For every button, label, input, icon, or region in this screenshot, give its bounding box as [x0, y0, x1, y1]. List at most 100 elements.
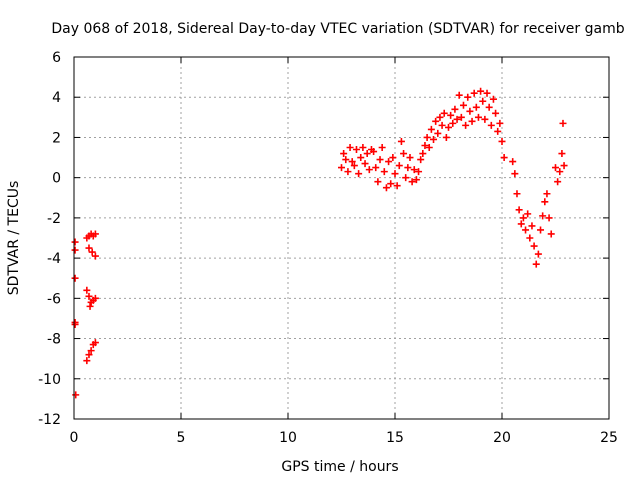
- data-point: [406, 154, 414, 162]
- data-point: [85, 292, 93, 300]
- data-point: [468, 117, 476, 125]
- grid-lines: [74, 57, 609, 419]
- data-point: [472, 103, 480, 111]
- data-point: [432, 117, 440, 125]
- data-point: [532, 260, 540, 268]
- x-tick-label: 0: [70, 430, 79, 446]
- data-point: [440, 109, 448, 117]
- x-tick-label: 25: [600, 430, 618, 446]
- x-axis-title: GPS time / hours: [281, 459, 398, 475]
- data-point: [547, 230, 555, 238]
- data-point: [348, 158, 356, 166]
- y-tick-label: -10: [38, 372, 61, 388]
- data-point: [71, 246, 79, 254]
- data-point: [378, 144, 386, 151]
- y-tick-label: -6: [47, 291, 61, 307]
- data-point: [545, 214, 553, 222]
- data-point: [449, 119, 457, 127]
- data-point: [410, 166, 418, 174]
- y-tick-label: 2: [52, 130, 61, 146]
- data-point: [419, 150, 427, 158]
- data-point: [519, 214, 527, 222]
- data-point: [464, 93, 472, 101]
- x-tick-label: 15: [386, 430, 404, 446]
- data-point: [509, 158, 517, 166]
- data-point: [517, 220, 525, 228]
- data-point: [71, 320, 79, 328]
- data-point: [474, 113, 482, 121]
- x-tick-label: 5: [177, 430, 186, 446]
- data-point: [543, 190, 551, 198]
- data-point: [451, 105, 459, 113]
- data-point: [417, 156, 425, 164]
- y-tick-label: -8: [47, 332, 61, 348]
- data-point: [370, 148, 378, 156]
- data-point: [355, 170, 363, 178]
- data-point: [492, 109, 500, 117]
- data-point: [559, 119, 567, 127]
- data-point: [524, 210, 532, 218]
- data-point: [528, 222, 536, 230]
- data-point: [387, 180, 395, 188]
- data-point: [466, 107, 474, 115]
- plot-frame: [73, 56, 610, 420]
- data-point: [526, 234, 534, 242]
- data-point: [453, 115, 461, 123]
- data-point: [500, 154, 508, 162]
- data-point: [342, 156, 350, 164]
- data-point: [350, 162, 358, 170]
- y-tick-label: -4: [47, 251, 61, 267]
- data-point: [340, 150, 348, 158]
- data-point: [365, 166, 373, 174]
- data-point: [494, 127, 502, 135]
- data-point: [434, 129, 442, 137]
- data-point: [88, 248, 96, 256]
- data-point: [408, 178, 416, 186]
- data-point: [391, 170, 399, 178]
- data-point: [372, 164, 380, 172]
- y-tick-label: 0: [52, 171, 61, 187]
- data-point: [72, 391, 80, 399]
- data-point: [522, 226, 530, 234]
- data-point: [539, 212, 547, 220]
- data-point: [511, 170, 519, 178]
- data-point: [459, 101, 467, 109]
- data-point: [470, 89, 478, 97]
- tick-labels: 0 5 10 15 20 25 -12 -10 -8 -6 -4 -2 0 2 4 6: [38, 50, 618, 446]
- data-point: [71, 274, 79, 282]
- data-point: [556, 168, 564, 176]
- data-point: [85, 351, 93, 359]
- data-point: [380, 168, 388, 176]
- data-point: [376, 156, 384, 164]
- data-points: [71, 87, 568, 399]
- data-point: [85, 244, 93, 252]
- data-point: [361, 160, 369, 168]
- data-point: [357, 154, 365, 162]
- data-point: [415, 168, 423, 176]
- data-point: [338, 164, 345, 172]
- data-point: [393, 182, 401, 190]
- y-tick-label: -12: [38, 412, 61, 428]
- data-point: [352, 146, 360, 154]
- data-point: [344, 168, 352, 176]
- data-point: [397, 137, 405, 145]
- data-point: [395, 162, 403, 170]
- data-point: [530, 242, 538, 250]
- x-tick-label: 10: [279, 430, 297, 446]
- data-point: [552, 164, 559, 172]
- data-point: [537, 226, 545, 234]
- data-point: [71, 238, 79, 246]
- data-point: [389, 154, 397, 162]
- data-point: [498, 137, 506, 145]
- data-point: [455, 91, 463, 99]
- data-point: [91, 339, 99, 347]
- data-point: [404, 164, 412, 172]
- data-point: [438, 121, 446, 129]
- data-point: [363, 150, 371, 158]
- data-point: [485, 103, 493, 111]
- data-point: [427, 125, 435, 133]
- data-point: [421, 141, 429, 149]
- data-point: [91, 294, 99, 302]
- y-tick-label: 4: [52, 90, 61, 106]
